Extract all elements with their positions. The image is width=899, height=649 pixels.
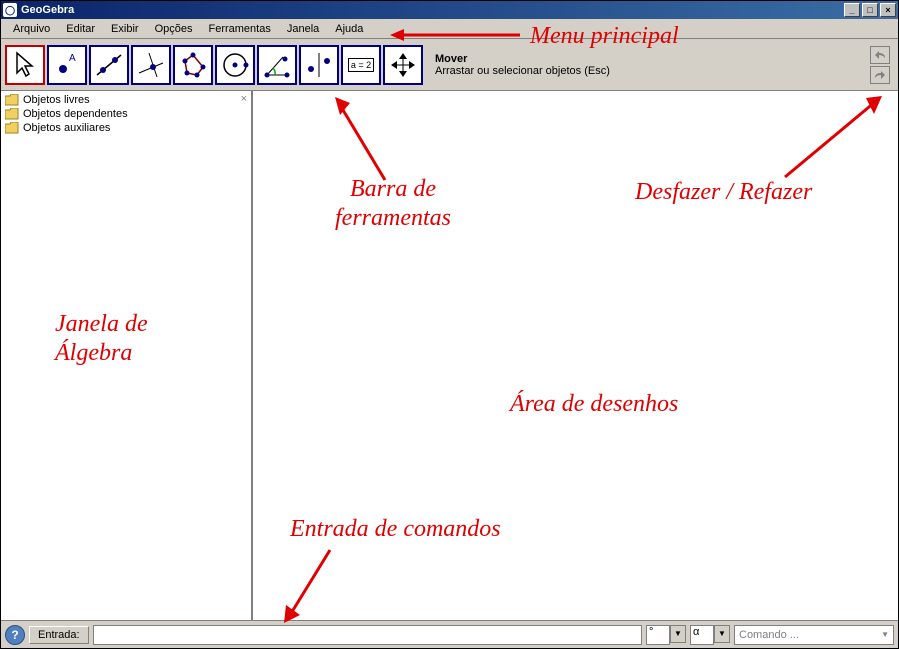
line-icon [93,49,125,81]
tool-angle[interactable] [257,45,297,85]
tool-desc-title: Mover [435,53,868,65]
perp-icon [135,49,167,81]
menu-exibir[interactable]: Exibir [103,21,147,37]
menu-ferramentas[interactable]: Ferramentas [200,21,278,37]
tool-polygon[interactable] [173,45,213,85]
undo-icon [873,50,887,60]
tool-circle[interactable] [215,45,255,85]
app-icon: ◯ [3,3,17,17]
window-title: GeoGebra [21,4,844,16]
text-icon: a = 2 [348,58,374,72]
chevron-down-icon: ▼ [714,625,730,643]
redo-icon [873,70,887,80]
folder-icon [5,108,19,120]
tree-label: Objetos dependentes [23,108,128,120]
menubar: Arquivo Editar Exibir Opções Ferramentas… [1,19,898,39]
folder-icon [5,122,19,134]
algebra-panel: × Objetos livres Objetos dependentes Obj… [1,91,253,620]
app-window: ◯ GeoGebra _ □ × Arquivo Editar Exibir O… [0,0,899,649]
chevron-down-icon: ▼ [881,630,889,639]
tool-text[interactable]: a = 2 [341,45,381,85]
tool-move-view[interactable] [383,45,423,85]
folder-icon [5,94,19,106]
algebra-close-button[interactable]: × [241,93,247,105]
angle-icon [261,49,293,81]
window-buttons: _ □ × [844,3,896,17]
tree-label: Objetos auxiliares [23,122,110,134]
help-button[interactable]: ? [5,625,25,645]
polygon-icon [177,49,209,81]
tool-reflect[interactable] [299,45,339,85]
tree-item-dependentes[interactable]: Objetos dependentes [3,107,249,121]
menu-editar[interactable]: Editar [58,21,103,37]
undo-redo-group [870,46,890,84]
main-area: × Objetos livres Objetos dependentes Obj… [1,91,898,620]
tool-description: Mover Arrastar ou selecionar objetos (Es… [425,53,868,77]
menu-opcoes[interactable]: Opções [147,21,201,37]
toolbar: A a = 2 Mover Arrastar ou selecionar obj… [1,39,898,91]
close-button[interactable]: × [880,3,896,17]
comando-placeholder: Comando ... [739,629,799,641]
tool-move[interactable] [5,45,45,85]
menu-arquivo[interactable]: Arquivo [5,21,58,37]
titlebar: ◯ GeoGebra _ □ × [1,1,898,19]
alpha-value: α [690,625,714,645]
minimize-button[interactable]: _ [844,3,860,17]
point-icon: A [51,49,83,81]
redo-button[interactable] [870,66,890,84]
svg-text:A: A [69,53,76,64]
chevron-down-icon: ▼ [670,625,686,643]
tool-perpendicular[interactable] [131,45,171,85]
maximize-button[interactable]: □ [862,3,878,17]
tree-label: Objetos livres [23,94,90,106]
tree-item-auxiliares[interactable]: Objetos auxiliares [3,121,249,135]
menu-ajuda[interactable]: Ajuda [327,21,371,37]
move-view-icon [387,49,419,81]
menu-janela[interactable]: Janela [279,21,327,37]
drawing-area[interactable] [253,91,898,620]
degree-select[interactable]: ° ▼ [646,625,686,645]
tool-desc-text: Arrastar ou selecionar objetos (Esc) [435,65,868,77]
entrada-label: Entrada: [29,626,89,644]
cursor-icon [9,49,41,81]
tool-line[interactable] [89,45,129,85]
tool-point[interactable]: A [47,45,87,85]
degree-value: ° [646,625,670,645]
comando-select[interactable]: Comando ... ▼ [734,625,894,645]
reflect-icon [303,49,335,81]
input-bar: ? Entrada: ° ▼ α ▼ Comando ... ▼ [1,620,898,648]
undo-button[interactable] [870,46,890,64]
tree-item-livres[interactable]: Objetos livres [3,93,249,107]
alpha-select[interactable]: α ▼ [690,625,730,645]
entrada-input[interactable] [93,625,642,645]
circle-icon [219,49,251,81]
